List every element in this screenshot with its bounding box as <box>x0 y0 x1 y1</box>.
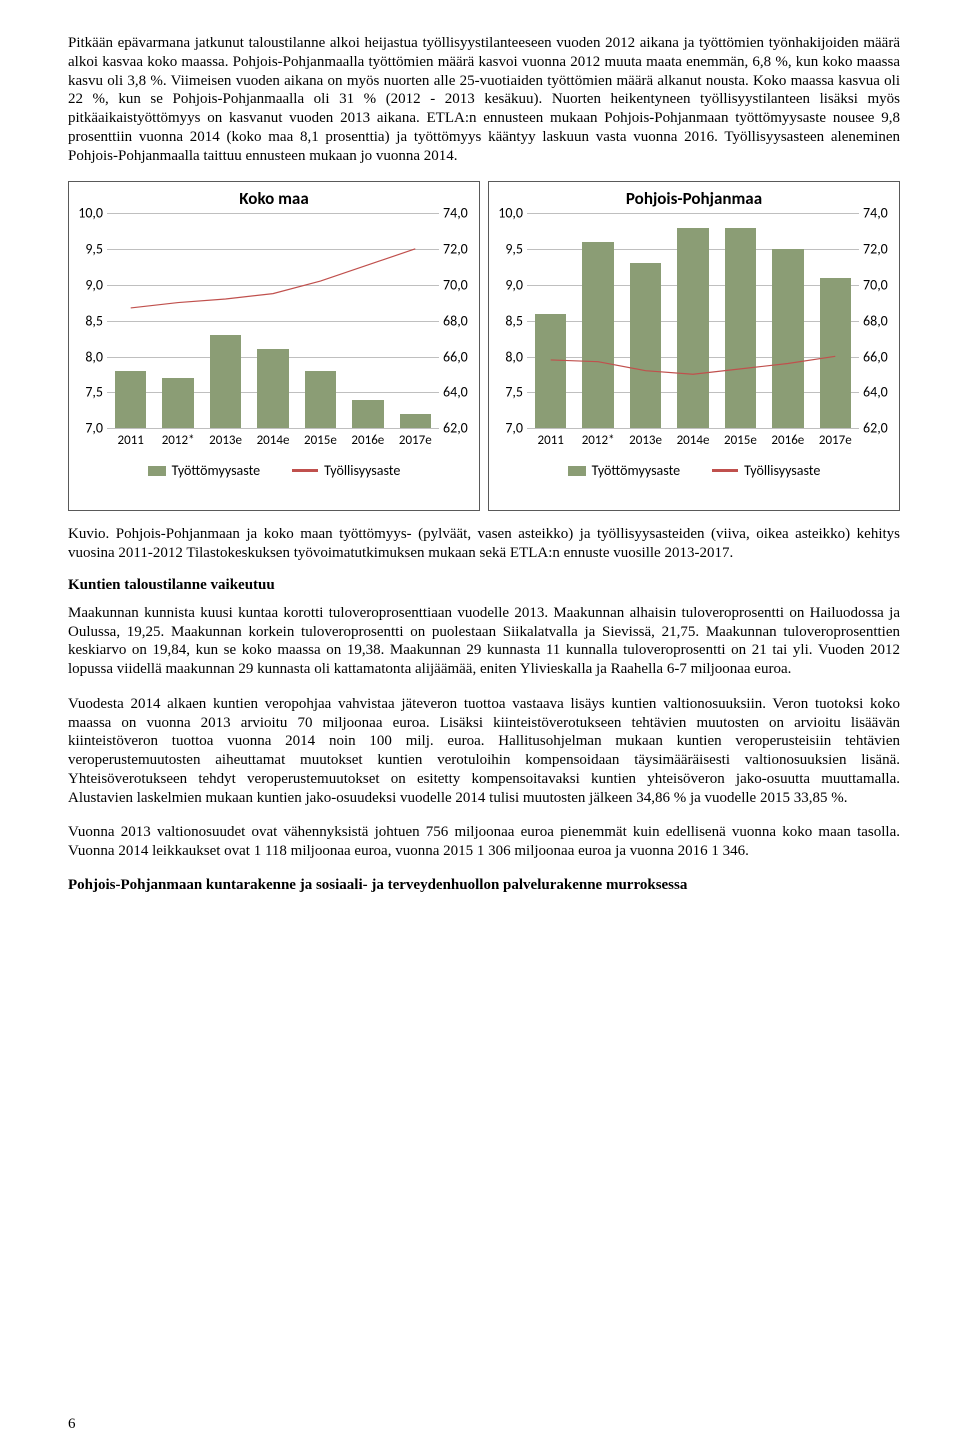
y-left-tick: 7,5 <box>73 384 103 401</box>
x-tick: 2015e <box>724 433 757 448</box>
y-right-tick: 68,0 <box>863 312 895 329</box>
y-right-tick: 70,0 <box>443 276 475 293</box>
legend-item-bars: Työttömyysaste <box>148 462 260 479</box>
x-tick: 2017e <box>819 433 852 448</box>
line-series <box>107 213 439 428</box>
charts-row: Koko maa7,07,58,08,59,09,510,062,064,066… <box>68 181 900 511</box>
legend-swatch-bar <box>148 466 166 476</box>
x-tick: 2017e <box>399 433 432 448</box>
para-veropohja: Vuodesta 2014 alkaen kuntien veropohjaa … <box>68 695 900 808</box>
line-series <box>527 213 859 428</box>
legend-label: Työllisyysaste <box>324 462 400 479</box>
x-axis: 2011 2012* 2013e 2014e 2015e 2016e 2017e <box>527 428 859 448</box>
legend-label: Työttömyysaste <box>172 462 260 479</box>
x-tick: 2012* <box>162 433 195 448</box>
y-right-tick: 74,0 <box>863 205 895 222</box>
y-right-tick: 70,0 <box>863 276 895 293</box>
y-left-tick: 7,0 <box>73 420 103 437</box>
y-right-tick: 74,0 <box>443 205 475 222</box>
y-right-tick: 66,0 <box>863 348 895 365</box>
x-tick: 2012* <box>582 433 615 448</box>
y-left-tick: 9,0 <box>493 276 523 293</box>
legend-label: Työttömyysaste <box>592 462 680 479</box>
y-left-tick: 10,0 <box>73 205 103 222</box>
x-tick: 2016e <box>771 433 804 448</box>
y-left-tick: 8,0 <box>73 348 103 365</box>
chart-legend: Työttömyysaste Työllisyysaste <box>493 462 895 479</box>
heading-kuntien-taloustilanne: Kuntien taloustilanne vaikeutuu <box>68 577 900 594</box>
chart-title: Pohjois-Pohjanmaa <box>493 188 895 209</box>
x-axis: 2011 2012* 2013e 2014e 2015e 2016e 2017e <box>107 428 439 448</box>
chart-legend: Työttömyysaste Työllisyysaste <box>73 462 475 479</box>
chart-caption: Kuvio. Pohjois-Pohjanmaan ja koko maan t… <box>68 525 900 563</box>
y-right-tick: 72,0 <box>863 241 895 258</box>
y-left-tick: 8,5 <box>73 312 103 329</box>
x-tick: 2016e <box>351 433 384 448</box>
y-right-tick: 64,0 <box>863 384 895 401</box>
chart-pohjois-pohjanmaa: Pohjois-Pohjanmaa7,07,58,08,59,09,510,06… <box>488 181 900 511</box>
x-tick: 2013e <box>209 433 242 448</box>
y-left-tick: 7,0 <box>493 420 523 437</box>
x-tick: 2011 <box>538 433 564 448</box>
page-number: 6 <box>68 1416 76 1433</box>
y-right-tick: 62,0 <box>863 420 895 437</box>
y-left-tick: 9,5 <box>493 241 523 258</box>
y-right-tick: 62,0 <box>443 420 475 437</box>
y-left-tick: 8,0 <box>493 348 523 365</box>
legend-item-line: Työllisyysaste <box>712 462 820 479</box>
y-left-tick: 7,5 <box>493 384 523 401</box>
legend-swatch-line <box>712 469 738 472</box>
y-right-tick: 72,0 <box>443 241 475 258</box>
legend-label: Työllisyysaste <box>744 462 820 479</box>
y-left-tick: 10,0 <box>493 205 523 222</box>
intro-paragraph: Pitkään epävarmana jatkunut taloustilann… <box>68 34 900 165</box>
legend-item-bars: Työttömyysaste <box>568 462 680 479</box>
plot-area: 7,07,58,08,59,09,510,062,064,066,068,070… <box>107 213 439 428</box>
heading-kuntarakenne: Pohjois-Pohjanmaan kuntarakenne ja sosia… <box>68 877 900 894</box>
chart-title: Koko maa <box>73 188 475 209</box>
x-tick: 2014e <box>677 433 710 448</box>
legend-swatch-line <box>292 469 318 472</box>
para-tuloveroprosentti: Maakunnan kunnista kuusi kuntaa korotti … <box>68 604 900 679</box>
y-right-tick: 64,0 <box>443 384 475 401</box>
plot-area: 7,07,58,08,59,09,510,062,064,066,068,070… <box>527 213 859 428</box>
para-valtionosuudet: Vuonna 2013 valtionosuudet ovat vähennyk… <box>68 823 900 861</box>
x-tick: 2015e <box>304 433 337 448</box>
chart-koko-maa: Koko maa7,07,58,08,59,09,510,062,064,066… <box>68 181 480 511</box>
y-right-tick: 66,0 <box>443 348 475 365</box>
y-left-tick: 9,5 <box>73 241 103 258</box>
x-tick: 2014e <box>257 433 290 448</box>
y-right-tick: 68,0 <box>443 312 475 329</box>
legend-swatch-bar <box>568 466 586 476</box>
y-left-tick: 9,0 <box>73 276 103 293</box>
x-tick: 2013e <box>629 433 662 448</box>
x-tick: 2011 <box>118 433 144 448</box>
y-left-tick: 8,5 <box>493 312 523 329</box>
legend-item-line: Työllisyysaste <box>292 462 400 479</box>
